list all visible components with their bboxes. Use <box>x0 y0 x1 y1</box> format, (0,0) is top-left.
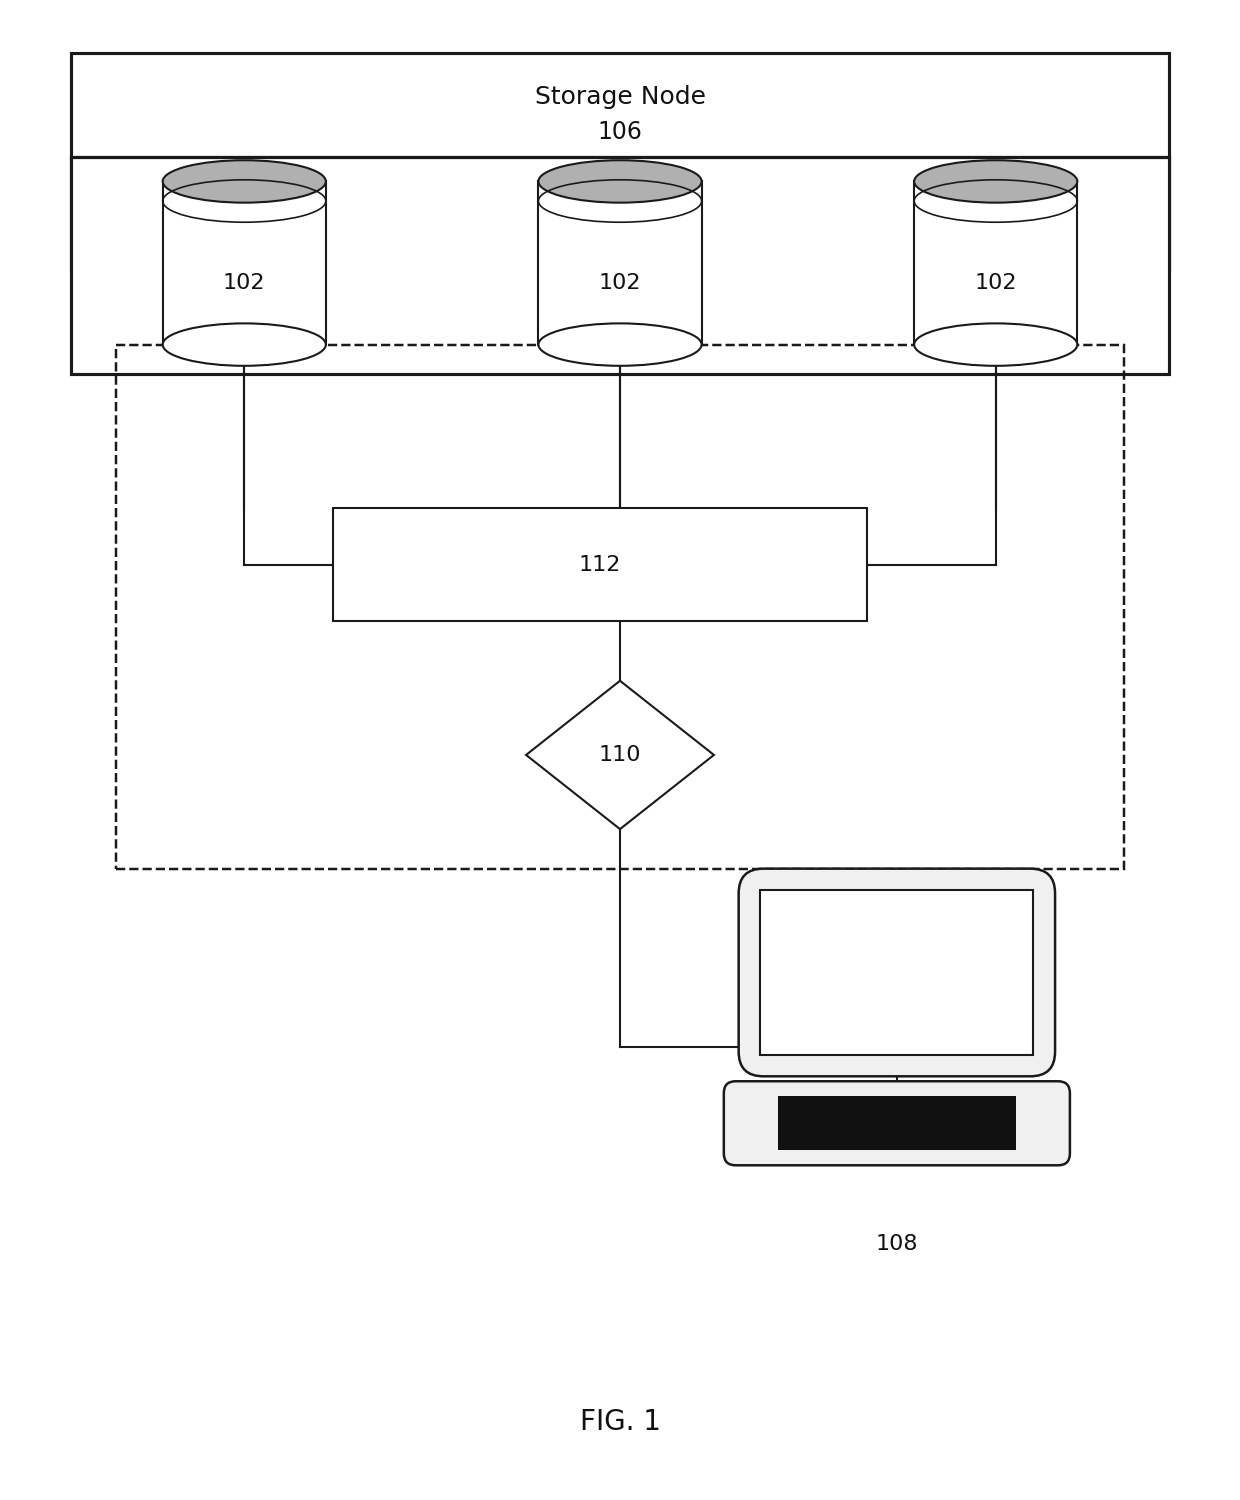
Text: Storage Node: Storage Node <box>534 86 706 109</box>
Text: 102: 102 <box>599 273 641 292</box>
Text: 112: 112 <box>579 555 621 574</box>
Text: 106: 106 <box>598 120 642 144</box>
Bar <box>71 53 1169 270</box>
Ellipse shape <box>914 160 1078 202</box>
Bar <box>162 182 326 345</box>
Text: FIG. 1: FIG. 1 <box>579 1408 661 1437</box>
Bar <box>779 1096 1016 1150</box>
Bar <box>334 507 867 621</box>
Ellipse shape <box>538 324 702 366</box>
Ellipse shape <box>538 160 702 202</box>
FancyBboxPatch shape <box>724 1082 1070 1166</box>
Bar <box>71 156 1169 375</box>
FancyBboxPatch shape <box>739 868 1055 1077</box>
Text: 102: 102 <box>975 273 1017 292</box>
Ellipse shape <box>914 324 1078 366</box>
Text: 110: 110 <box>599 746 641 765</box>
Ellipse shape <box>162 160 326 202</box>
Text: 102: 102 <box>223 273 265 292</box>
Ellipse shape <box>162 324 326 366</box>
Bar <box>914 182 1078 345</box>
Bar <box>538 182 702 345</box>
Bar <box>115 345 1125 868</box>
Bar <box>760 891 1033 1054</box>
Text: 108: 108 <box>875 1234 918 1254</box>
Polygon shape <box>526 681 714 830</box>
